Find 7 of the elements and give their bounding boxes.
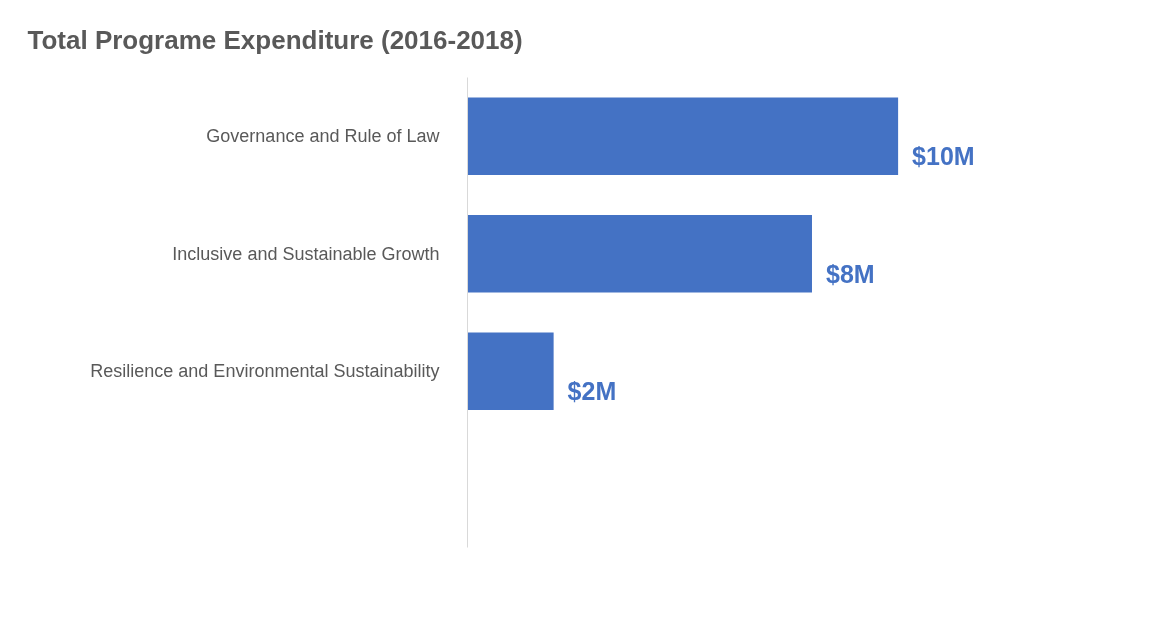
y-tick-label: Inclusive and Sustainable Growth	[172, 243, 440, 264]
chart-title: Total Programe Expenditure (2016-2018)	[27, 25, 523, 55]
y-tick-label: Resilience and Environmental Sustainability	[90, 361, 440, 382]
y-tick-label: Governance and Rule of Law	[206, 126, 441, 147]
data-label: $8M	[825, 259, 875, 288]
data-label: $2M	[567, 377, 617, 406]
data-label: $10M	[912, 142, 975, 171]
